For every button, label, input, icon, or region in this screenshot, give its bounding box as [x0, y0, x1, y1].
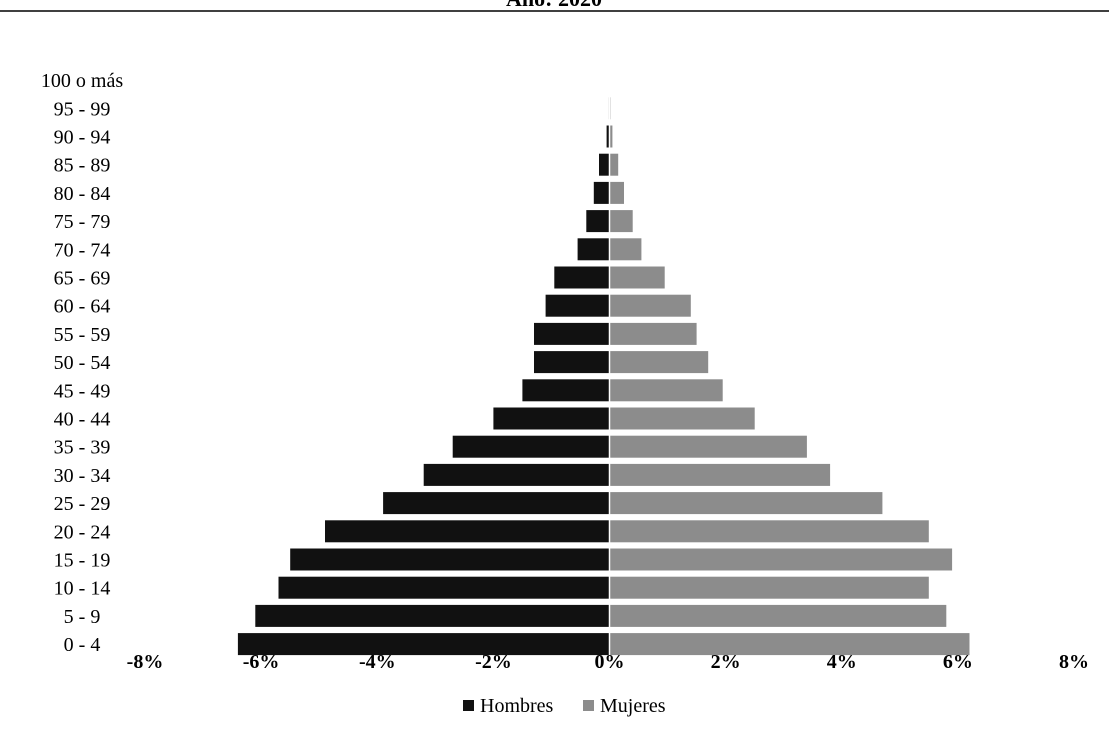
bar-mujeres-4 — [609, 520, 929, 543]
y-tick-label: 10 - 14 — [54, 578, 111, 600]
x-tick-label: -4% — [359, 651, 396, 673]
bar-mujeres-16 — [609, 181, 624, 204]
y-tick-label: 40 - 44 — [54, 409, 111, 431]
y-axis-labels: 0 - 4 5 - 9 10 - 14 15 - 19 20 - 24 25 - 29 30… — [41, 70, 123, 656]
legend-label-hombres: Hombres — [480, 695, 554, 717]
bar-hombres-3 — [290, 548, 610, 571]
bar-mujeres-10 — [609, 351, 709, 374]
y-tick-label: 75 - 79 — [54, 211, 111, 233]
bar-mujeres-8 — [609, 407, 755, 430]
bar-hombres-0 — [237, 633, 610, 656]
bar-hombres-14 — [577, 238, 610, 261]
bar-mujeres-3 — [609, 548, 953, 571]
bar-hombres-18 — [606, 125, 610, 148]
y-tick-label: 5 - 9 — [64, 606, 101, 628]
x-tick-label: -2% — [475, 651, 512, 673]
bar-mujeres-6 — [609, 463, 831, 486]
y-tick-label: 80 - 84 — [54, 183, 111, 205]
legend-label-mujeres: Mujeres — [600, 695, 666, 717]
bar-hombres-9 — [522, 379, 610, 402]
bar-mujeres-18 — [609, 125, 613, 148]
y-tick-label: 70 - 74 — [54, 239, 111, 261]
y-tick-label: 30 - 34 — [54, 465, 111, 487]
legend: Hombres Mujeres — [463, 695, 666, 717]
bar-mujeres-0 — [609, 633, 970, 656]
y-tick-label: 15 - 19 — [54, 550, 111, 572]
bar-mujeres-9 — [609, 379, 723, 402]
x-tick-label: 0% — [595, 651, 625, 673]
bar-hombres-7 — [452, 435, 610, 458]
bar-hombres-8 — [493, 407, 610, 430]
x-tick-label: -8% — [127, 651, 164, 673]
bar-hombres-5 — [383, 492, 610, 515]
bar-mujeres-2 — [609, 576, 929, 599]
y-tick-label: 55 - 59 — [54, 324, 111, 346]
bar-mujeres-7 — [609, 435, 807, 458]
x-tick-label: 2% — [711, 651, 741, 673]
bar-mujeres-1 — [609, 604, 947, 627]
bar-hombres-16 — [593, 181, 610, 204]
bar-hombres-4 — [325, 520, 610, 543]
x-tick-label: 4% — [827, 651, 857, 673]
bar-hombres-6 — [423, 463, 610, 486]
y-tick-label: 0 - 4 — [64, 634, 101, 656]
bars — [237, 66, 970, 659]
bar-hombres-12 — [545, 294, 610, 317]
y-tick-label: 90 - 94 — [54, 127, 111, 149]
legend-swatch-hombres — [463, 700, 474, 711]
y-tick-label: 85 - 89 — [54, 155, 111, 177]
bar-mujeres-15 — [609, 210, 633, 233]
bar-hombres-17 — [599, 153, 610, 176]
chart-title: Año: 2020 — [506, 0, 602, 11]
x-axis-labels: -8% -6% -4% -2% 0% 2% 4% 6% 8% — [127, 651, 1089, 673]
y-tick-label: 60 - 64 — [54, 296, 111, 318]
bar-hombres-10 — [534, 351, 610, 374]
bar-mujeres-13 — [609, 266, 665, 289]
y-tick-label: 65 - 69 — [54, 268, 111, 290]
bar-mujeres-17 — [609, 153, 619, 176]
y-tick-label: 100 o más — [41, 70, 123, 92]
bar-hombres-2 — [278, 576, 610, 599]
x-tick-label: 8% — [1059, 651, 1089, 673]
bar-mujeres-14 — [609, 238, 642, 261]
y-tick-label: 95 - 99 — [54, 98, 111, 120]
bar-hombres-13 — [554, 266, 610, 289]
legend-swatch-mujeres — [583, 700, 594, 711]
bar-hombres-11 — [534, 322, 610, 345]
y-tick-label: 35 - 39 — [54, 437, 111, 459]
x-tick-label: -6% — [243, 651, 280, 673]
y-tick-label: 45 - 49 — [54, 380, 111, 402]
bar-mujeres-5 — [609, 492, 883, 515]
y-tick-label: 20 - 24 — [54, 521, 111, 543]
x-tick-label: 6% — [943, 651, 973, 673]
y-tick-label: 50 - 54 — [54, 352, 111, 374]
bar-hombres-15 — [586, 210, 610, 233]
bar-mujeres-11 — [609, 322, 697, 345]
bar-hombres-1 — [255, 604, 610, 627]
bar-mujeres-12 — [609, 294, 691, 317]
y-tick-label: 25 - 29 — [54, 493, 111, 515]
